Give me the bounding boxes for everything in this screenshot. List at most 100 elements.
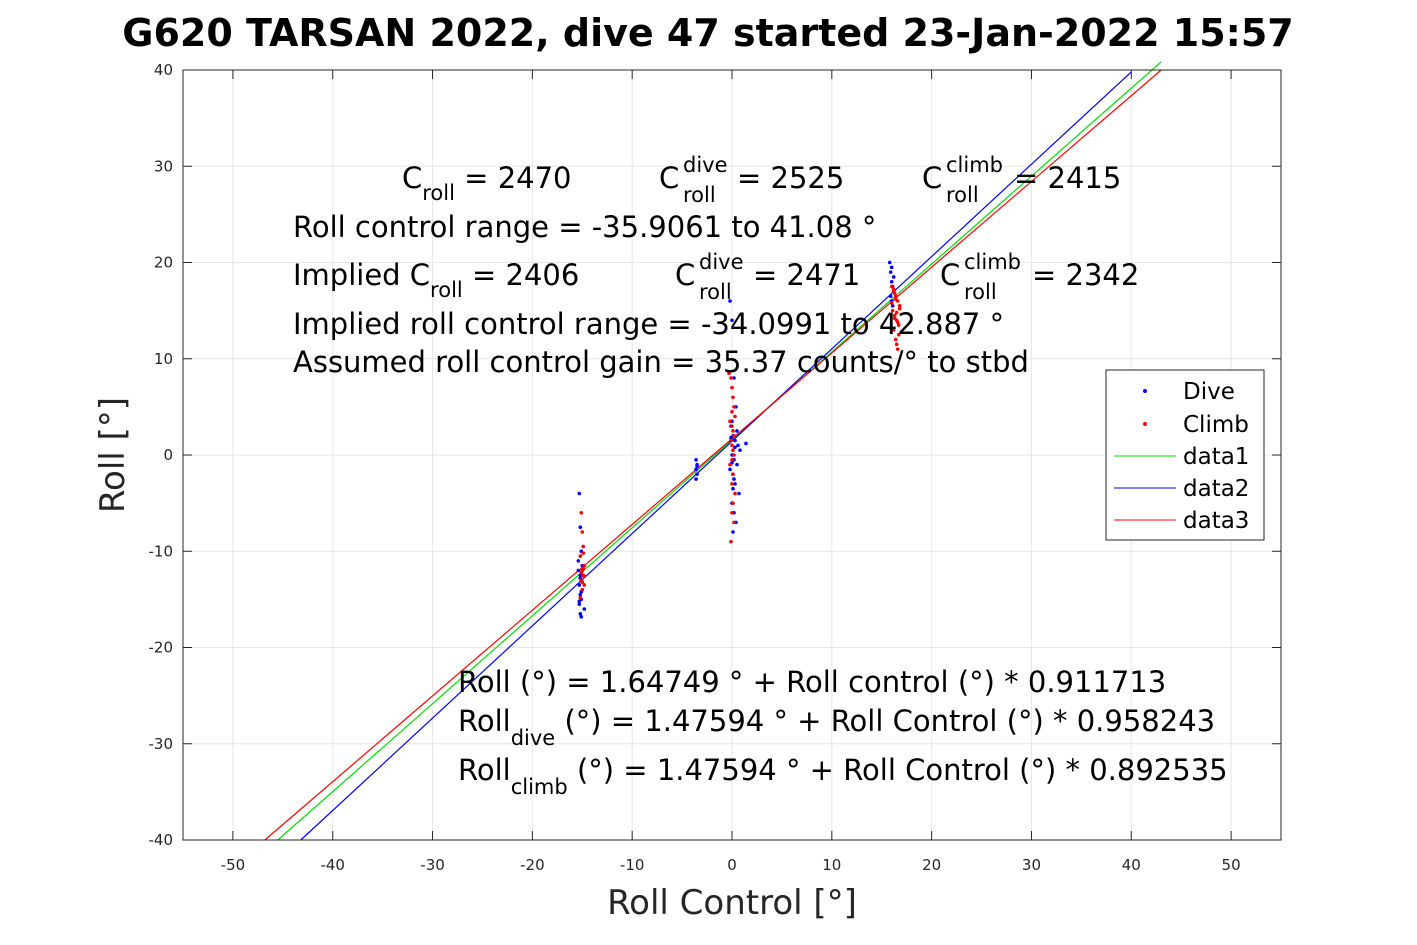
dive-point — [733, 445, 737, 450]
dive-point — [889, 279, 894, 284]
climb-point — [889, 284, 894, 289]
plot-frame — [182, 69, 1282, 841]
dive-point — [888, 294, 893, 298]
equation-roll: Roll (°) = 1.64749 ° + Roll control (°) … — [458, 665, 1166, 699]
annotation-croll-climb: C climb roll = 2415 — [922, 145, 1121, 209]
climb-point — [730, 510, 734, 515]
climb-point — [732, 433, 736, 438]
climb-point — [893, 294, 898, 298]
climb-point — [727, 371, 731, 375]
climb-point — [731, 501, 735, 505]
dive-point — [728, 299, 732, 303]
dive-point — [735, 462, 739, 467]
climb-point — [891, 328, 896, 332]
dive-point — [732, 477, 736, 481]
dive-point — [728, 467, 732, 472]
dive-point — [695, 472, 699, 477]
dive-point — [577, 491, 582, 496]
dive-point — [731, 486, 735, 491]
fit-lines — [264, 61, 1162, 841]
dive-point — [577, 599, 582, 604]
dive-point — [578, 573, 583, 578]
climb-point — [731, 448, 735, 452]
dive-point — [889, 265, 894, 270]
climb-point — [895, 320, 900, 324]
dive-point — [578, 592, 583, 597]
dive-point — [891, 275, 896, 279]
dive-point — [890, 304, 895, 308]
dive-point — [735, 429, 739, 433]
fit-line-data2 — [300, 71, 1132, 841]
climb-point — [579, 510, 584, 515]
annotation-implied-croll: Implied Croll = 2406 — [293, 258, 579, 302]
dive-point — [733, 482, 737, 486]
dive-point — [578, 525, 583, 529]
x-axis-label: Roll Control [°] — [607, 883, 857, 923]
y-tick-label: 30 — [154, 157, 173, 175]
climb-point — [579, 570, 584, 575]
climb-point — [582, 574, 587, 579]
climb-point — [892, 313, 897, 318]
climb-point — [728, 419, 732, 424]
y-tick-label: -10 — [149, 542, 174, 560]
legend: Dive Climb data1 data2 data3 — [1105, 369, 1265, 541]
legend-label-data3: data3 — [1183, 508, 1249, 534]
y-tick-label: 0 — [163, 446, 173, 464]
legend-marker-dive — [1143, 389, 1147, 393]
legend-label-dive: Dive — [1183, 379, 1235, 405]
x-tick-label: -40 — [320, 856, 345, 874]
climb-point — [580, 587, 585, 592]
climb-point — [732, 453, 736, 457]
climb-point — [582, 583, 587, 587]
climb-point — [730, 458, 734, 462]
equation-roll-dive: Rolldive (°) = 1.47594 ° + Roll Control … — [458, 704, 1215, 750]
y-axis-label: Roll [°] — [93, 397, 133, 513]
climb-point — [897, 306, 902, 311]
annotation-croll-dive: C dive roll = 2525 — [659, 145, 844, 209]
x-tick-label: 40 — [1122, 856, 1141, 874]
y-tick-label: 10 — [154, 350, 173, 368]
climb-point — [730, 443, 734, 448]
dive-point — [744, 441, 748, 446]
annotation-implied-croll-dive: C dive roll = 2471 — [675, 242, 860, 306]
x-tick-label: -30 — [420, 856, 445, 874]
climb-point — [896, 323, 901, 327]
dive-point — [731, 530, 735, 534]
climb-point — [581, 544, 586, 549]
dive-point — [578, 612, 583, 616]
climb-point — [893, 297, 898, 301]
climb-point — [729, 376, 733, 380]
climb-point — [889, 301, 894, 305]
legend-label-data1: data1 — [1183, 444, 1249, 470]
dive-point — [694, 458, 698, 462]
annotation-implied-range: Implied roll control range = -34.0991 to… — [293, 307, 1004, 341]
dive-point — [576, 568, 581, 573]
dive-point — [582, 607, 587, 611]
dive-point — [729, 435, 733, 440]
y-tick-label: 40 — [154, 61, 173, 79]
climb-point — [892, 291, 897, 296]
climb-point — [731, 395, 735, 400]
dive-point — [888, 270, 893, 274]
climb-point — [730, 409, 734, 414]
dive-point — [733, 438, 737, 443]
x-tick-label: -20 — [520, 856, 545, 874]
dive-point — [576, 559, 581, 563]
dive-point — [738, 448, 742, 452]
x-tick-label: 10 — [822, 856, 841, 874]
fit-line-data1 — [277, 61, 1162, 841]
climb-point — [729, 438, 733, 443]
climb-point — [730, 424, 734, 428]
climb-point — [896, 332, 901, 337]
dive-point — [577, 602, 582, 606]
climb-point — [580, 580, 585, 584]
x-tick-label: 30 — [1022, 856, 1041, 874]
climb-point — [582, 563, 587, 568]
dive-point — [695, 464, 699, 469]
x-tick-label: 50 — [1222, 856, 1241, 874]
climb-point — [897, 304, 902, 308]
climb-point — [578, 554, 583, 558]
dive-point — [732, 376, 736, 380]
x-tick-label: 0 — [727, 856, 737, 874]
